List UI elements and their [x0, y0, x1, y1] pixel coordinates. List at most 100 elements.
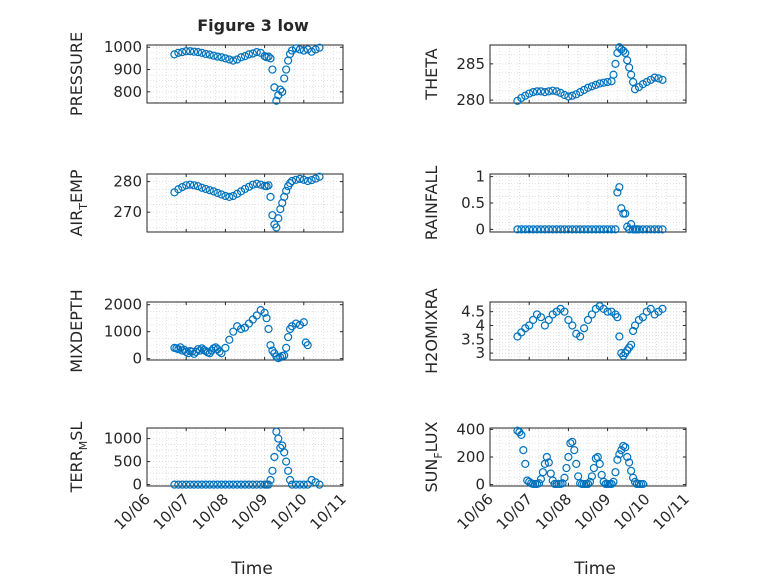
data-point — [225, 335, 234, 344]
data-point — [517, 225, 526, 234]
data-point — [236, 480, 246, 489]
data-point — [642, 77, 651, 87]
data-point — [595, 225, 604, 234]
y-tick-label: 800 — [113, 83, 142, 101]
data-point — [252, 179, 261, 188]
data-point — [272, 96, 281, 105]
data-point — [525, 225, 534, 234]
data-point — [595, 79, 604, 88]
data-point — [303, 45, 312, 54]
data-point — [607, 225, 616, 234]
data-point — [248, 480, 257, 489]
data-point — [233, 55, 242, 64]
data-point — [650, 73, 659, 82]
data-point — [611, 225, 620, 234]
data-point — [540, 321, 549, 330]
data-point — [266, 475, 275, 485]
x-tick-label: 10/11 — [307, 490, 350, 533]
data-point — [544, 458, 553, 467]
subplot-pressure: 800 900 1000 PRESSURE — [67, 32, 344, 116]
data-point — [587, 472, 597, 481]
data-point — [585, 477, 595, 486]
data-point — [517, 430, 526, 440]
data-point — [262, 314, 271, 323]
data-point — [244, 480, 254, 489]
data-point — [299, 480, 308, 489]
data-point — [630, 85, 640, 94]
y-axis-label: THETA — [422, 48, 441, 100]
data-point — [583, 83, 593, 92]
data-point — [307, 47, 316, 56]
y-tick-label: 0 — [132, 350, 142, 368]
data-point — [291, 44, 301, 53]
data-point — [266, 54, 275, 63]
data-point — [544, 225, 553, 234]
subplot-theta: 280 285 THETA — [422, 43, 687, 109]
data-point — [619, 441, 628, 451]
data-point — [532, 87, 542, 96]
data-point — [587, 225, 597, 234]
plot-area — [490, 45, 686, 103]
data-point — [291, 319, 301, 328]
data-point — [646, 225, 655, 234]
data-point — [201, 184, 210, 194]
data-point — [174, 345, 183, 354]
data-point — [591, 454, 600, 463]
data-point — [182, 47, 191, 56]
data-point — [182, 480, 191, 489]
data-point — [579, 225, 589, 234]
data-point — [615, 450, 624, 459]
data-point — [287, 46, 297, 55]
data-point — [536, 87, 546, 96]
grid — [490, 174, 686, 232]
data-point — [236, 53, 246, 62]
data-point — [256, 180, 265, 189]
y-tick-label: 1000 — [104, 323, 142, 341]
plot-area — [490, 302, 686, 360]
data-point — [287, 480, 297, 489]
data-point — [532, 225, 542, 234]
data-point — [572, 459, 581, 469]
data-point — [568, 225, 577, 234]
data-point — [213, 188, 222, 198]
data-point — [544, 315, 553, 325]
data-point — [264, 181, 273, 190]
y-tick-label: 3.5 — [461, 330, 485, 348]
data-point — [209, 187, 218, 196]
data-point — [611, 468, 620, 477]
data-point — [572, 225, 581, 234]
data-series — [170, 427, 324, 489]
data-point — [638, 225, 647, 234]
data-point — [264, 52, 273, 61]
data-point — [236, 324, 246, 334]
data-point — [599, 78, 608, 87]
data-point — [197, 480, 206, 489]
y-tick-label: 1000 — [104, 430, 142, 448]
data-point — [193, 480, 203, 489]
data-point — [285, 179, 295, 188]
y-axis-label: AIRTEMP — [67, 169, 90, 236]
data-point — [548, 86, 557, 95]
data-point — [615, 332, 624, 341]
data-point — [252, 48, 261, 57]
data-point — [299, 318, 308, 327]
data-point — [548, 225, 557, 234]
data-point — [542, 452, 551, 462]
data-point — [174, 480, 183, 489]
data-point — [562, 463, 571, 473]
data-point — [201, 49, 210, 59]
data-point — [284, 332, 293, 342]
data-point — [628, 77, 638, 87]
subplot-h2omixra: 33.544.5 H2OMIXRA — [422, 288, 687, 374]
data-point — [540, 88, 549, 97]
data-point — [244, 50, 254, 59]
data-point — [599, 225, 608, 234]
data-point — [233, 480, 242, 489]
data-point — [280, 351, 289, 360]
data-point — [240, 480, 250, 489]
data-point — [570, 445, 579, 455]
data-point — [213, 52, 222, 61]
data-point — [221, 480, 230, 489]
